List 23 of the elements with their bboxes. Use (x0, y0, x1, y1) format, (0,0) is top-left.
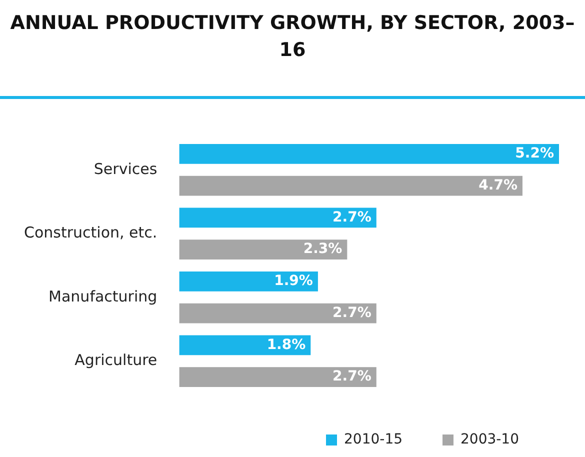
legend-label: 2010-15 (344, 432, 403, 448)
data-label: 5.2% (515, 146, 554, 162)
data-label: 1.9% (274, 273, 313, 290)
y-tick-label: Manufacturing (48, 287, 158, 306)
chart-title: ANNUAL PRODUCTIVITY GROWTH, BY SECTOR, 2003–16 (9, 11, 576, 63)
data-label: 2.7% (332, 209, 372, 226)
bar (179, 303, 376, 324)
bar (179, 367, 376, 387)
y-tick-label: Agriculture (74, 351, 158, 370)
bar (179, 272, 318, 292)
bar (179, 208, 376, 228)
bar (179, 335, 311, 356)
bar (179, 144, 559, 164)
data-label: 2.7% (332, 304, 372, 321)
data-label: 2.7% (332, 368, 372, 385)
y-tick-label: Construction, etc. (24, 224, 158, 242)
legend-label: 2003-10 (460, 432, 520, 448)
bar (179, 240, 348, 260)
bar (179, 176, 522, 196)
data-label: 2.3% (303, 241, 342, 258)
y-tick-label: Services (94, 160, 158, 178)
data-label: 4.7% (478, 177, 518, 194)
data-label: 1.8% (266, 336, 306, 353)
